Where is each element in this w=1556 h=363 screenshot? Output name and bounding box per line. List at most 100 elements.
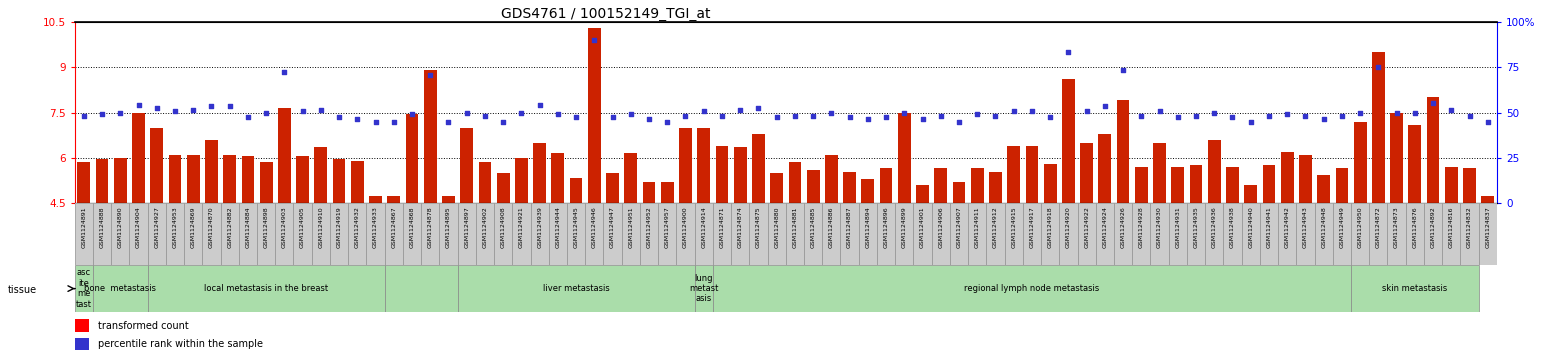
Text: GSM1124873: GSM1124873 — [1394, 206, 1399, 248]
Text: GSM1124938: GSM1124938 — [1229, 206, 1235, 248]
Bar — [658, 203, 677, 265]
Point — [801, 113, 826, 118]
Bar — [694, 265, 713, 312]
Point — [1257, 113, 1282, 118]
Bar — [1335, 168, 1347, 203]
Bar — [1405, 203, 1424, 265]
Bar — [168, 155, 182, 203]
Bar — [1207, 140, 1220, 203]
Text: GSM1124950: GSM1124950 — [1358, 206, 1363, 248]
Bar — [129, 203, 148, 265]
Bar — [311, 203, 330, 265]
Text: GSM1124947: GSM1124947 — [610, 206, 615, 248]
Bar — [1005, 203, 1022, 265]
Bar — [859, 203, 878, 265]
Text: GSM1124886: GSM1124886 — [829, 206, 834, 248]
Point — [636, 116, 661, 122]
Bar — [1133, 203, 1150, 265]
Bar — [75, 265, 93, 312]
Text: GSM1124926: GSM1124926 — [1120, 206, 1125, 248]
Point — [1057, 49, 1081, 55]
Bar — [151, 128, 163, 203]
Bar — [1318, 175, 1330, 203]
Text: GSM1124944: GSM1124944 — [555, 206, 560, 248]
Bar — [515, 158, 527, 203]
Bar — [330, 203, 349, 265]
Bar — [551, 153, 565, 203]
Bar — [110, 203, 129, 265]
Text: GSM1124904: GSM1124904 — [135, 206, 142, 248]
Text: GSM1124900: GSM1124900 — [683, 206, 688, 248]
Bar — [384, 203, 403, 265]
Bar — [166, 203, 184, 265]
Bar — [366, 203, 384, 265]
Bar — [1153, 143, 1165, 203]
Bar — [275, 203, 294, 265]
Bar — [457, 265, 694, 312]
Bar — [862, 179, 874, 203]
Point — [235, 114, 260, 120]
Bar — [971, 168, 983, 203]
Point — [929, 113, 954, 118]
Bar — [387, 196, 400, 203]
Bar — [148, 203, 166, 265]
Bar — [607, 173, 619, 203]
Text: GSM1124951: GSM1124951 — [629, 206, 633, 248]
Bar — [878, 203, 895, 265]
Text: GSM1124882: GSM1124882 — [227, 206, 232, 248]
Bar — [75, 338, 89, 350]
Bar — [1169, 203, 1187, 265]
Bar — [822, 203, 840, 265]
Bar — [78, 163, 90, 203]
Bar — [879, 168, 893, 203]
Bar — [423, 70, 437, 203]
Bar — [913, 203, 932, 265]
Bar — [512, 203, 531, 265]
Bar — [767, 203, 786, 265]
Text: GSM1124880: GSM1124880 — [775, 206, 780, 248]
Text: GSM1124957: GSM1124957 — [664, 206, 669, 248]
Bar — [75, 319, 89, 332]
Point — [162, 108, 187, 114]
Bar — [604, 203, 622, 265]
Bar — [968, 203, 987, 265]
Point — [546, 111, 571, 117]
Text: GSM1124867: GSM1124867 — [391, 206, 397, 248]
Point — [1475, 119, 1500, 125]
Bar — [1354, 122, 1366, 203]
Point — [837, 114, 862, 120]
Point — [710, 113, 734, 118]
Text: GSM1124869: GSM1124869 — [191, 206, 196, 248]
Point — [983, 113, 1008, 118]
Point — [289, 108, 314, 114]
Bar — [369, 196, 381, 203]
Point — [1001, 108, 1025, 114]
Bar — [1390, 113, 1404, 203]
Point — [436, 119, 461, 125]
Text: GSM1124896: GSM1124896 — [884, 206, 888, 248]
Bar — [840, 203, 859, 265]
Text: percentile rank within the sample: percentile rank within the sample — [98, 339, 263, 349]
Bar — [1242, 203, 1260, 265]
Bar — [569, 178, 582, 203]
Point — [1421, 101, 1446, 106]
Bar — [643, 182, 655, 203]
Point — [254, 110, 279, 115]
Point — [1092, 103, 1117, 109]
Point — [145, 105, 170, 111]
Bar — [1315, 203, 1333, 265]
Point — [965, 111, 990, 117]
Text: GSM1124888: GSM1124888 — [100, 206, 104, 248]
Bar — [1461, 203, 1478, 265]
Bar — [279, 108, 291, 203]
Bar — [804, 203, 822, 265]
Point — [1439, 107, 1464, 113]
Text: GSM1124932: GSM1124932 — [355, 206, 359, 248]
Bar — [588, 28, 601, 203]
Bar — [734, 147, 747, 203]
Point — [272, 69, 297, 75]
Bar — [1223, 203, 1242, 265]
Text: GSM1124948: GSM1124948 — [1321, 206, 1326, 248]
Bar — [1351, 203, 1369, 265]
Text: GSM1124868: GSM1124868 — [409, 206, 414, 248]
